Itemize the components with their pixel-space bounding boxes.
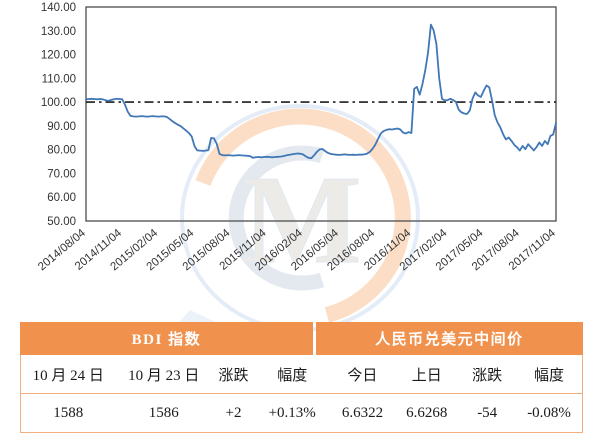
bdi-prev-value: 1586 [115,393,213,433]
bdi-today-value: 1588 [20,393,116,433]
column-header-fx-change: 涨跌 [458,355,517,394]
y-axis-tick-label: 90.00 [47,121,76,133]
section-header-bdi: BDI 指数 [20,322,313,355]
column-header-bdi-today: 10 月 24 日 [20,355,116,394]
y-axis-tick-label: 70.00 [47,168,76,180]
fx-today-value: 6.6322 [329,393,396,433]
y-axis-tick-label: 130.00 [41,26,76,38]
table-section-headers: BDI 指数 人民币兑美元中间价 [20,322,583,355]
column-header-fx-prev: 上日 [395,355,459,394]
column-header-fx-today: 今日 [329,355,396,394]
bdi-series-line [85,23,557,160]
y-axis-tick-label: 140.00 [41,2,76,14]
y-axis-tick-label: 80.00 [47,145,76,157]
fx-pct-value: -0.08% [516,393,583,433]
value-row: 1588 1586 +2 +0.13% 6.6322 6.6268 -54 -0… [20,393,583,433]
fx-prev-value: 6.6268 [395,393,459,433]
section-header-cny-usd: 人民币兑美元中间价 [315,322,583,355]
column-header-bdi-prev: 10 月 23 日 [115,355,213,394]
quote-table: BDI 指数 人民币兑美元中间价 10 月 24 日 10 月 23 日 涨跌 … [20,322,583,433]
y-axis-tick-label: 60.00 [47,192,76,204]
fx-change-value: -54 [458,393,517,433]
y-axis-tick-label: 110.00 [42,73,76,85]
plot-border [85,6,557,222]
bdi-change-value: +2 [212,393,255,433]
y-axis-tick-label: 100.00 [41,97,76,109]
column-header-fx-pct: 幅度 [516,355,583,394]
quote-data-table: 10 月 24 日 10 月 23 日 涨跌 幅度 今日 上日 涨跌 幅度 15… [20,355,583,433]
column-header-bdi-change: 涨跌 [212,355,255,394]
bdi-pct-value: +0.13% [254,393,330,433]
watermark-orange-arc [195,108,411,323]
column-header-bdi-pct: 幅度 [254,355,330,394]
y-axis-tick-label: 50.00 [47,216,76,228]
column-header-row: 10 月 24 日 10 月 23 日 涨跌 幅度 今日 上日 涨跌 幅度 [20,355,583,394]
y-axis-tick-label: 120.00 [41,50,76,62]
bdi-normalized-line-chart: 140.00 130.00 120.00 110.00 100.00 90.00 80.00… [36,2,558,273]
